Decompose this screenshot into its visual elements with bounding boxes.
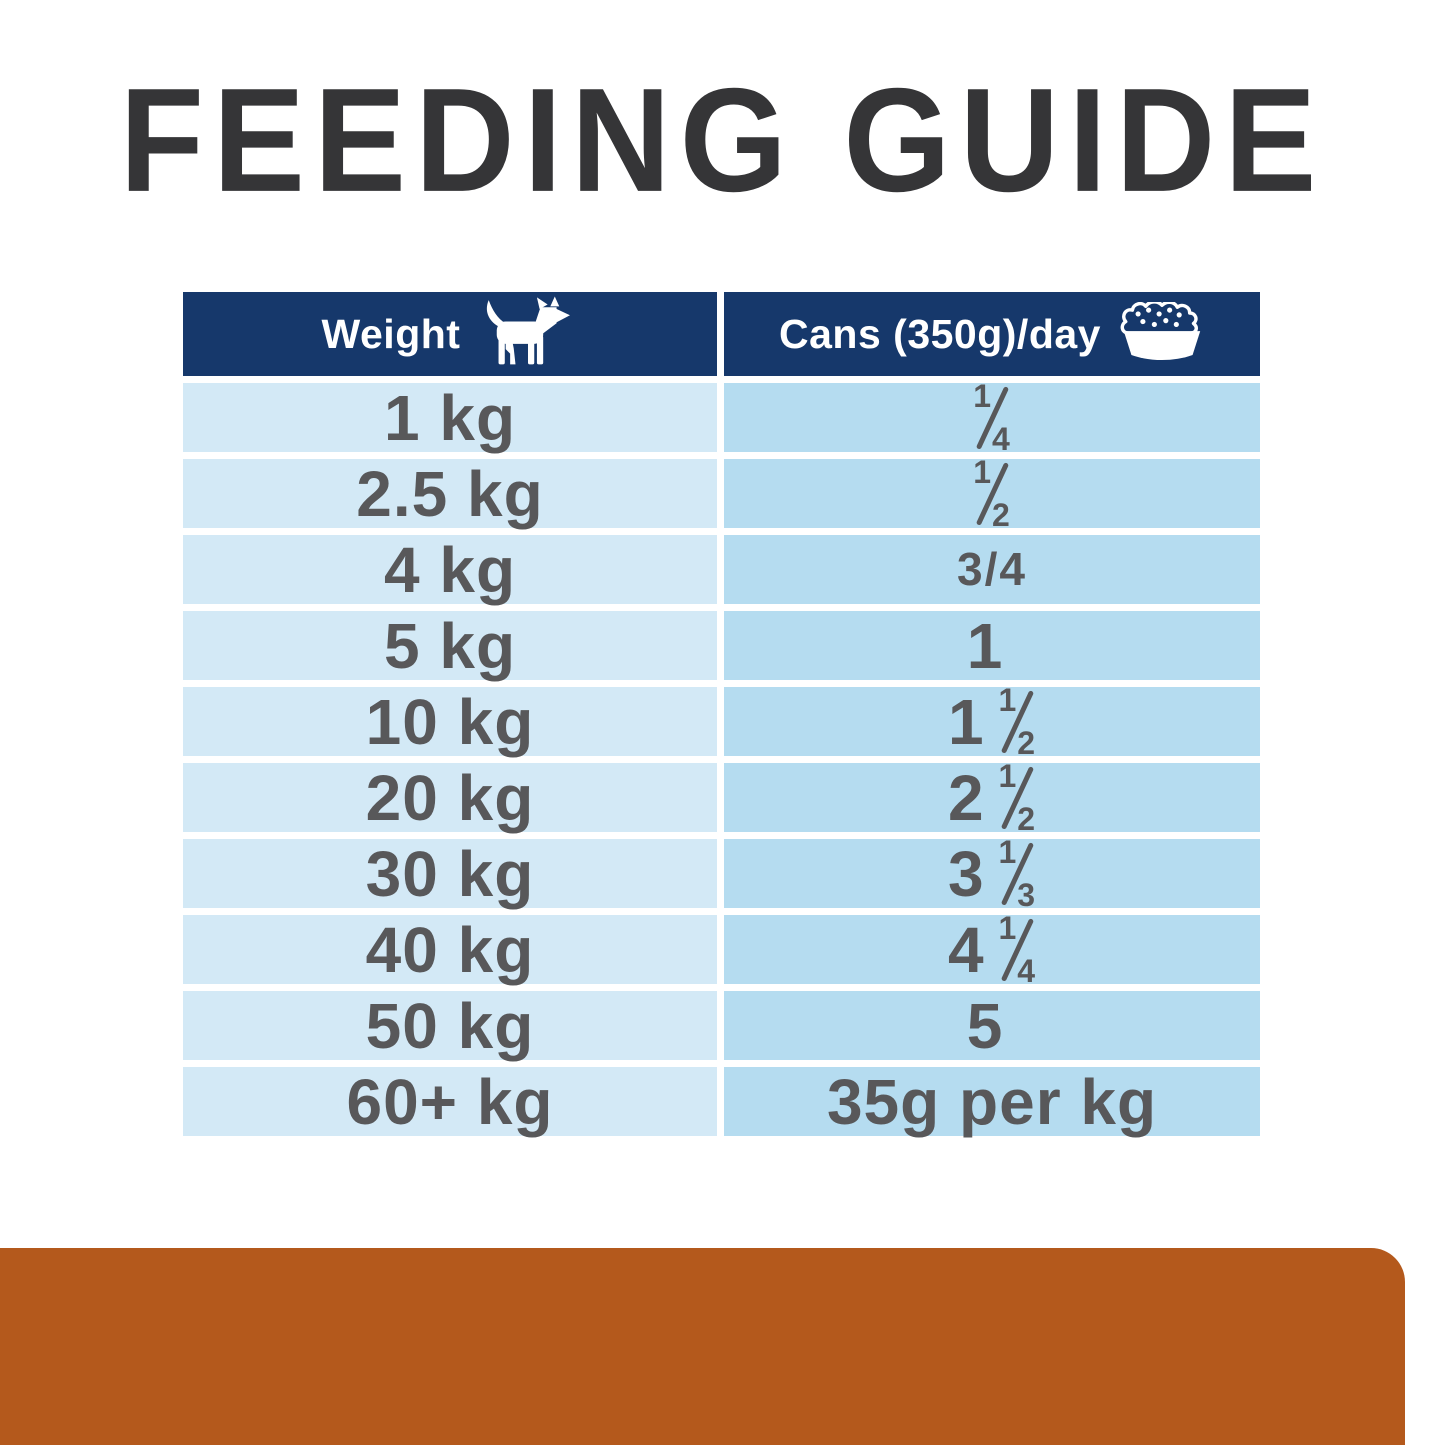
fraction-numerator: 1 — [973, 378, 993, 415]
weight-cell: 50 kg — [183, 991, 717, 1060]
fraction-numerator: 1 — [973, 454, 993, 491]
fraction-denominator: 4 — [991, 421, 1011, 458]
cans-cell: 1 — [724, 611, 1260, 680]
fraction-numerator: 1 — [998, 682, 1018, 719]
weight-cell: 10 kg — [183, 687, 717, 756]
weight-cell: 60+ kg — [183, 1067, 717, 1136]
fraction-numerator: 1 — [998, 834, 1018, 871]
weight-header-label: Weight — [321, 310, 461, 357]
cans-cell: 5 — [724, 991, 1260, 1060]
fraction-denominator: 2 — [1017, 725, 1037, 762]
cans-cell: 35g per kg — [724, 1067, 1260, 1136]
weight-cell: 5 kg — [183, 611, 717, 680]
orange-accent-band — [0, 1248, 1405, 1445]
fraction-numerator: 1 — [998, 758, 1018, 795]
cans-header-cell: Cans (350g)/day — [724, 292, 1260, 376]
weight-cell: 40 kg — [183, 915, 717, 984]
weight-cell: 30 kg — [183, 839, 717, 908]
cans-whole-number: 4 — [947, 913, 985, 986]
weight-header-cell: Weight — [183, 292, 717, 376]
fraction-numerator: 1 — [998, 910, 1018, 947]
weight-cell: 4 kg — [183, 535, 717, 604]
cans-whole-number: 2 — [947, 761, 985, 834]
food-bowl-icon — [1120, 302, 1201, 361]
weight-cell: 1 kg — [183, 383, 717, 452]
cans-whole-number: 1 — [947, 685, 985, 758]
weight-cell: 2.5 kg — [183, 459, 717, 528]
fraction-denominator: 3 — [1017, 877, 1037, 914]
weight-cell: 20 kg — [183, 763, 717, 832]
cans-inline-fraction: 3/4 — [956, 543, 1028, 596]
cans-whole-number: 1 — [966, 609, 1004, 682]
cans-whole-number: 3 — [947, 837, 985, 910]
cans-header-label: Cans (350g)/day — [779, 310, 1101, 357]
fraction-denominator: 4 — [1017, 953, 1037, 990]
fraction-denominator: 2 — [991, 497, 1011, 534]
feeding-table: Weight Cans (350g)/day — [183, 292, 1260, 1136]
cans-cell: 3/4 — [724, 535, 1260, 604]
cans-whole-number: 5 — [966, 989, 1004, 1062]
dog-icon — [487, 296, 571, 365]
cans-text-value: 35g per kg — [826, 1065, 1158, 1138]
fraction-denominator: 2 — [1017, 801, 1037, 838]
page-title: FEEDING GUIDE — [119, 58, 1326, 223]
